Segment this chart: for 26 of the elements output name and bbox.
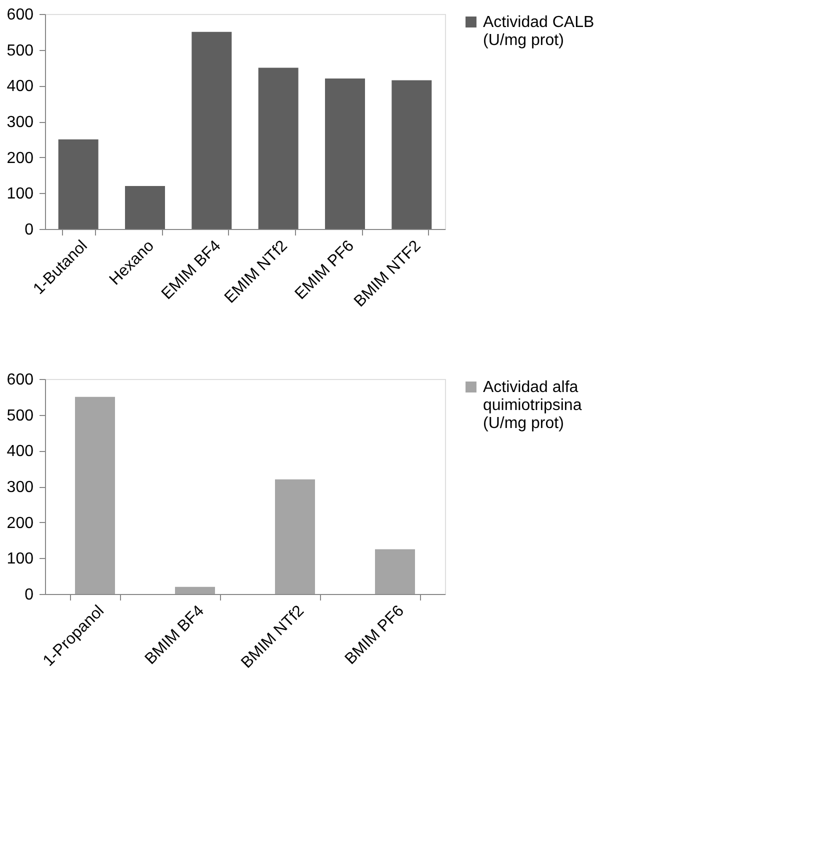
y-tick-label: 0 <box>24 586 34 604</box>
y-tick-label: 0 <box>24 222 34 238</box>
y-tick-label: 300 <box>6 479 34 496</box>
y-tick-label: 100 <box>6 550 34 568</box>
y-tick-label: 600 <box>6 372 34 388</box>
bar <box>325 78 365 229</box>
bar <box>58 139 98 229</box>
legend-label: Actividad alfa quimiotripsina (U/mg prot) <box>483 379 582 432</box>
y-tick-label: 400 <box>6 78 34 96</box>
bar <box>125 186 165 229</box>
y-tick-label: 500 <box>6 407 34 424</box>
y-tick-label: 500 <box>6 42 34 60</box>
y-tick-label: 200 <box>6 514 34 532</box>
y-tick-label: 600 <box>6 6 34 24</box>
y-tick-label: 400 <box>6 443 34 460</box>
bar <box>192 32 232 229</box>
y-tick-label: 200 <box>6 150 34 167</box>
bar <box>275 479 315 594</box>
y-tick-label: 100 <box>6 186 34 203</box>
y-tick-label: 300 <box>6 114 34 131</box>
bar <box>75 396 115 594</box>
bar <box>375 549 415 594</box>
bar <box>258 68 298 229</box>
legend-label: Actividad CALB (U/mg prot) <box>483 14 594 49</box>
bar <box>175 586 215 594</box>
bar <box>392 80 432 229</box>
